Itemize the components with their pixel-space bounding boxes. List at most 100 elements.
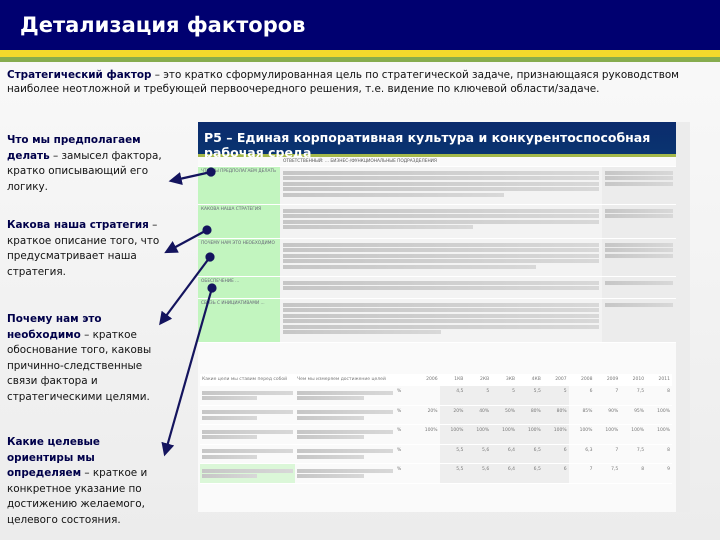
kpi-value: 9 xyxy=(646,463,672,484)
kpi-value: 20% xyxy=(439,405,466,425)
kpi-value: 6 xyxy=(542,463,569,484)
year-header: 2010 xyxy=(620,374,647,386)
kpi-value: 100% xyxy=(465,424,492,445)
kpi-row: % 5,5 5,6 6,4 6,5 6 6,3 7 7,5 8 xyxy=(200,444,672,464)
kpi-value: 7,5 xyxy=(620,385,647,406)
year-header: 2008 xyxy=(568,374,595,386)
block-text: – краткое и конкретное указание по дости… xyxy=(7,467,148,526)
kpi-row: % 5,5 5,6 6,4 6,5 6 7 7,5 8 9 xyxy=(200,463,672,484)
yellow-stripe xyxy=(0,50,720,57)
page-title: Детализация факторов xyxy=(20,13,306,37)
kpi-row: % 4,5 5 5 5,5 5 6 7 7,5 8 xyxy=(200,385,672,406)
kpi-value: 8 xyxy=(646,444,672,464)
kpi-value: 7,5 xyxy=(594,463,621,484)
year-header: 2011 xyxy=(646,374,672,386)
block-text: – краткое обоснование того, каковы причи… xyxy=(7,328,152,403)
kpi-value: 7,5 xyxy=(620,444,647,464)
kpi-value: 6 xyxy=(568,385,595,406)
block-heading: Какова наша стратегия xyxy=(7,219,149,231)
kpi-value: 5,6 xyxy=(465,463,492,484)
kpi-value: 80% xyxy=(542,405,569,425)
block-text: – замысел фактора, кратко описывающий ег… xyxy=(7,149,162,193)
kpi-value: 6 xyxy=(542,444,569,464)
block-targets: Какие целевые ориентиры мы определяем – … xyxy=(7,435,167,528)
kpi-value xyxy=(413,444,440,464)
arrow-why xyxy=(159,256,211,326)
kpi-value: 100% xyxy=(413,424,440,445)
arrow-dot xyxy=(207,283,217,293)
kpi-value: 90% xyxy=(594,405,621,425)
kpi-value: 100% xyxy=(517,424,543,445)
definition: Стратегический фактор – это кратко сформ… xyxy=(7,68,712,96)
block-heading: Какие целевые ориентиры мы определяем xyxy=(7,436,100,479)
arrow-dot xyxy=(205,252,215,262)
kpi-value: 100% xyxy=(568,424,595,445)
kpi-row: % 20% 20% 40% 50% 80% 80% 85% 90% 95% 100% xyxy=(200,405,672,425)
kpi-value: 5,6 xyxy=(465,444,492,464)
kpi-value: 8 xyxy=(620,463,647,484)
kpi-value: 6,5 xyxy=(517,463,543,484)
kpi-value: 5,5 xyxy=(517,385,543,406)
kpi-row: % 100% 100% 100% 100% 100% 100% 100% 100% 100% 100… xyxy=(200,424,672,445)
kpi-head-goals: Какие цели мы ставим перед собой xyxy=(200,374,295,386)
kpi-value: 5 xyxy=(542,385,569,406)
year-header: 4КВ xyxy=(517,374,543,386)
kpi-value: 80% xyxy=(517,405,543,425)
kpi-unit: % xyxy=(395,385,408,406)
responsible-header: ОТВЕТСТВЕННЫЙ: ... БИЗНЕС-/ФУНКЦИОНАЛЬНЫ… xyxy=(280,157,676,167)
factor-card-image: P5 – Единая корпоративная культура и кон… xyxy=(198,122,690,512)
year-header: 2007 xyxy=(542,374,569,386)
kpi-value: 8 xyxy=(646,385,672,406)
year-header: 2006 xyxy=(413,374,440,386)
card-title-underline xyxy=(198,154,676,157)
card-title: P5 – Единая корпоративная культура и кон… xyxy=(198,122,676,160)
arrow-strategy xyxy=(164,229,208,254)
kpi-value: 4,5 xyxy=(439,385,466,406)
kpi-value: 100% xyxy=(491,424,518,445)
arrow-targets xyxy=(161,287,214,457)
kpi-value: 6,4 xyxy=(491,444,518,464)
block-why: Почему нам это необходимо – краткое обос… xyxy=(7,312,167,405)
kpi-value: 100% xyxy=(594,424,621,445)
kpi-unit: % xyxy=(395,444,408,464)
kpi-value: 50% xyxy=(491,405,518,425)
block-heading: Что мы предполагаем делать xyxy=(7,134,141,162)
kpi-value: 85% xyxy=(568,405,595,425)
kpi-value: 95% xyxy=(620,405,647,425)
year-header: 2009 xyxy=(594,374,621,386)
title-bar: Детализация факторов xyxy=(0,0,720,50)
kpi-value xyxy=(413,385,440,406)
kpi-value: 40% xyxy=(465,405,492,425)
green-stripe xyxy=(0,57,720,62)
block-what: Что мы предполагаем делать – замысел фак… xyxy=(7,133,167,195)
kpi-value: 20% xyxy=(413,405,440,425)
kpi-value: 7 xyxy=(594,385,621,406)
kpi-value: 100% xyxy=(542,424,569,445)
arrow-dot xyxy=(206,167,216,177)
block-heading: Почему нам это необходимо xyxy=(7,313,102,341)
block-text: – краткое описание того, что предусматри… xyxy=(7,219,160,278)
kpi-head-measures: Чем мы измеряем достижение целей xyxy=(295,374,414,386)
kpi-value: 5,5 xyxy=(439,463,466,484)
kpi-value: 100% xyxy=(620,424,647,445)
block-strategy: Какова наша стратегия – краткое описание… xyxy=(7,218,167,280)
kpi-value: 5,5 xyxy=(439,444,466,464)
arrow-what xyxy=(168,170,212,186)
kpi-value: 7 xyxy=(594,444,621,464)
row-label: Обеспечение ... xyxy=(198,277,280,299)
kpi-value: 5 xyxy=(465,385,492,406)
kpi-value: 7 xyxy=(568,463,595,484)
kpi-value: 100% xyxy=(646,424,672,445)
kpi-unit: % xyxy=(395,405,408,425)
kpi-value: 6,4 xyxy=(491,463,518,484)
kpi-value: 6,3 xyxy=(568,444,595,464)
kpi-value: 100% xyxy=(646,405,672,425)
kpi-value: 5 xyxy=(491,385,518,406)
year-header: 2КВ xyxy=(465,374,492,386)
year-header: 1КВ xyxy=(439,374,466,386)
kpi-unit: % xyxy=(395,424,408,445)
kpi-table: Какие цели мы ставим перед собой Чем мы и… xyxy=(200,374,672,484)
kpi-value: 6,5 xyxy=(517,444,543,464)
arrow-dot xyxy=(202,225,212,235)
